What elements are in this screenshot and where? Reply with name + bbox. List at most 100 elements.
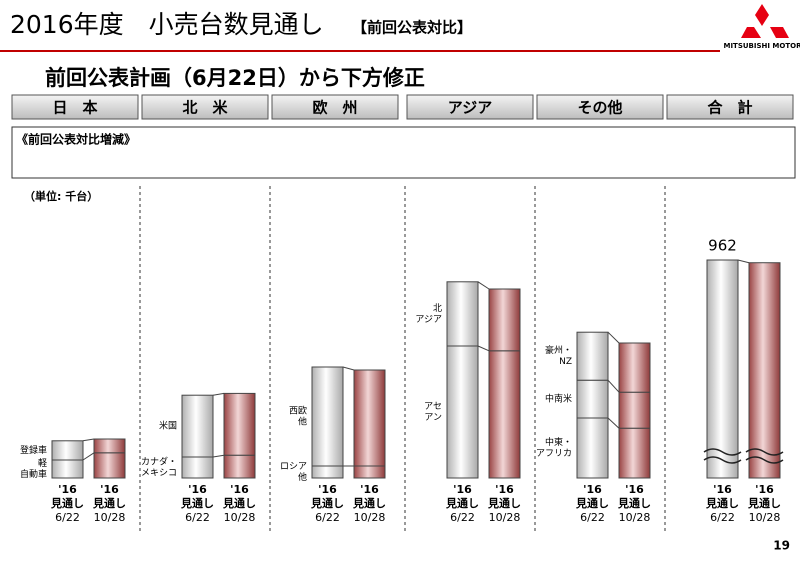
- connector: [82, 438, 95, 442]
- connector: [607, 331, 620, 344]
- value-label: 962: [708, 237, 737, 255]
- segment-label: メキシコ: [141, 469, 177, 479]
- bar-segment: [488, 288, 521, 352]
- bar-segment: [311, 465, 344, 479]
- category-label: 10/28: [94, 511, 126, 524]
- category-label: '16: [583, 483, 602, 496]
- bar-segment: [446, 281, 479, 347]
- category-label: 見通し: [310, 497, 344, 510]
- bar-segment: [181, 394, 214, 458]
- category-label: 6/22: [55, 511, 80, 524]
- bar-segment: [576, 417, 609, 479]
- region-label: その他: [577, 99, 622, 117]
- bar-segment: [618, 342, 651, 393]
- category-label: 10/28: [224, 511, 256, 524]
- connector: [477, 345, 490, 352]
- category-label: 6/22: [315, 511, 340, 524]
- break-mark: [703, 448, 742, 464]
- category-label: '16: [188, 483, 207, 496]
- segment-label: 中南米: [545, 393, 572, 405]
- title-tag: 【前回公表対比】: [352, 19, 472, 37]
- bar-segment: [223, 392, 256, 456]
- category-label: '16: [625, 483, 644, 496]
- unit-label: （単位: 千台）: [24, 189, 98, 203]
- bar-segment: [93, 438, 126, 454]
- subtitle: 前回公表計画（6月22日）から下方修正: [45, 66, 425, 90]
- category-label: '16: [495, 483, 514, 496]
- bar: [748, 262, 781, 479]
- connector: [737, 259, 750, 264]
- bar-segment: [93, 452, 126, 479]
- comment-box: [11, 126, 796, 179]
- logo-text: MITSUBISHI MOTORS: [723, 42, 800, 50]
- connector: [212, 454, 225, 458]
- category-label: '16: [58, 483, 77, 496]
- segment-label: 他: [298, 416, 307, 428]
- region-label: 北 米: [182, 99, 228, 117]
- segment-label: 西欧: [289, 405, 307, 417]
- segment-label: 軽: [38, 458, 47, 469]
- connector: [607, 417, 620, 429]
- category-label: 10/28: [619, 511, 651, 524]
- bar-segment: [618, 427, 651, 479]
- category-label: '16: [100, 483, 119, 496]
- logo-mark: [741, 4, 789, 38]
- region-label: アジア: [448, 99, 492, 117]
- segment-label: カナダ・: [141, 456, 177, 468]
- category-label: 見通し: [445, 497, 479, 510]
- bar-segment: [353, 465, 386, 479]
- bar-segment: [576, 331, 609, 381]
- bar-segment: [311, 366, 344, 467]
- category-label: 見通し: [352, 497, 386, 510]
- category-label: '16: [230, 483, 249, 496]
- region-header: [406, 94, 534, 120]
- segment-label: 米国: [159, 420, 177, 432]
- category-label: 10/28: [489, 511, 521, 524]
- category-label: 見通し: [705, 497, 739, 510]
- category-label: 見通し: [222, 497, 256, 510]
- comment-label: 《前回公表対比増減》: [16, 132, 136, 147]
- bar-segment: [446, 345, 479, 479]
- region-header: [536, 94, 664, 120]
- category-label: 見通し: [575, 497, 609, 510]
- category-label: '16: [360, 483, 379, 496]
- region-label: 欧 州: [312, 99, 357, 117]
- category-label: '16: [453, 483, 472, 496]
- segment-label: アセ: [424, 401, 442, 412]
- bar-segment: [353, 369, 386, 467]
- region-header: [11, 94, 139, 120]
- segment-label: 豪州・: [545, 344, 572, 356]
- category-label: 見通し: [180, 497, 214, 510]
- category-label: 6/22: [710, 511, 735, 524]
- category-label: 6/22: [580, 511, 605, 524]
- segment-label: 中東・: [545, 436, 572, 448]
- segment-label: 自動車: [20, 468, 47, 480]
- connector: [477, 281, 490, 290]
- bar-segment: [488, 350, 521, 479]
- segment-label: アン: [424, 413, 442, 423]
- category-label: '16: [755, 483, 774, 496]
- bar-segment: [223, 454, 256, 479]
- category-label: 見通し: [747, 497, 781, 510]
- bar-segment: [51, 440, 84, 461]
- region-header: [666, 94, 794, 120]
- region-label: 日 本: [52, 99, 97, 117]
- bar-segment: [576, 379, 609, 419]
- category-label: 10/28: [749, 511, 781, 524]
- category-label: 6/22: [450, 511, 475, 524]
- connector: [607, 379, 620, 393]
- region-header: [271, 94, 399, 120]
- category-label: 見通し: [50, 497, 84, 510]
- segment-label: アフリカ: [536, 448, 572, 459]
- segment-label: ロシア: [280, 462, 307, 472]
- connector: [342, 366, 355, 371]
- category-label: 10/28: [354, 511, 386, 524]
- category-label: 見通し: [92, 497, 126, 510]
- segment-label: 北: [433, 303, 442, 314]
- title: 2016年度 小売台数見通し: [10, 10, 324, 39]
- category-label: '16: [713, 483, 732, 496]
- page-number: 19: [773, 539, 790, 553]
- bar-segment: [618, 391, 651, 429]
